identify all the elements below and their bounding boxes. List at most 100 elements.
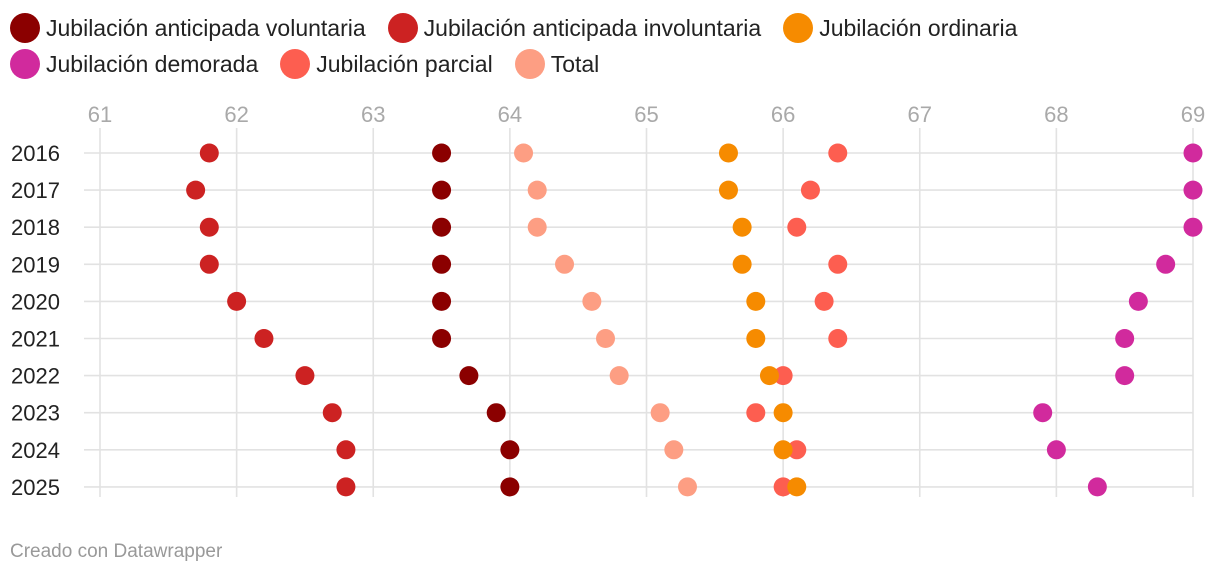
year-label: 2023: [11, 401, 60, 426]
data-point: [582, 291, 602, 311]
data-point: [759, 366, 779, 386]
data-point: [1183, 180, 1203, 200]
legend-row: Jubilación demorada Jubilación parcial Tot…: [10, 46, 1210, 82]
legend-swatch: [10, 13, 40, 43]
legend-swatch: [514, 49, 545, 79]
data-point: [718, 180, 738, 200]
data-point: [186, 180, 206, 200]
data-point: [432, 180, 452, 200]
legend-label: Total: [550, 50, 600, 77]
data-point: [199, 143, 219, 163]
data-point: [527, 180, 547, 200]
data-point: [1046, 440, 1066, 460]
year-label: 2022: [11, 364, 60, 389]
legend-item: Total: [514, 49, 600, 79]
data-point: [732, 217, 752, 237]
legend-item: Jubilación anticipada involuntaria: [387, 13, 762, 43]
data-point: [432, 217, 452, 237]
year-label: 2025: [11, 475, 60, 500]
year-label: 2017: [11, 178, 60, 203]
legend-row: Jubilación anticipada voluntaria Jubilaci…: [10, 10, 1210, 46]
data-point: [732, 254, 752, 274]
data-point: [800, 180, 820, 200]
data-point: [336, 440, 356, 460]
legend-swatch: [280, 49, 311, 79]
data-point: [787, 477, 807, 497]
x-tick-label: 65: [634, 102, 658, 127]
legend-swatch: [783, 13, 814, 43]
x-tick-label: 61: [88, 102, 112, 127]
x-tick-label: 66: [771, 102, 795, 127]
legend-item: Jubilación ordinaria: [783, 13, 1017, 43]
data-point: [746, 403, 766, 423]
legend-label: Jubilación ordinaria: [819, 14, 1018, 41]
data-point: [199, 254, 219, 274]
data-point: [1128, 291, 1148, 311]
dot-plot: 61 62 63 64 65 66 67 68 69 2016 2017 2018 2019 2020 20…: [11, 102, 1205, 500]
data-point: [322, 403, 342, 423]
data-point: [199, 217, 219, 237]
x-tick-label: 63: [361, 102, 385, 127]
x-tick-label: 68: [1044, 102, 1068, 127]
data-point: [227, 291, 247, 311]
data-point: [773, 403, 793, 423]
footer-credit: Creado con Datawrapper: [10, 541, 223, 562]
data-point: [527, 217, 547, 237]
data-point: [1183, 217, 1203, 237]
legend-item: Jubilación demorada: [10, 49, 258, 79]
data-point: [514, 143, 534, 163]
data-point: [1183, 143, 1203, 163]
data-point: [459, 366, 479, 386]
data-point: [787, 217, 807, 237]
data-point: [828, 329, 848, 348]
x-tick-label: 62: [224, 102, 248, 127]
year-label: 2018: [11, 215, 60, 240]
data-point: [828, 143, 848, 163]
data-point: [746, 329, 766, 348]
data-point: [718, 143, 738, 163]
data-point: [664, 440, 684, 460]
year-label: 2021: [11, 327, 60, 352]
data-point: [1156, 254, 1176, 274]
data-point: [500, 477, 520, 497]
legend-label: Jubilación anticipada involuntaria: [423, 14, 762, 41]
legend-label: Jubilación anticipada voluntaria: [46, 14, 366, 41]
data-point: [814, 291, 834, 311]
data-point: [295, 366, 315, 386]
data-point: [500, 440, 520, 460]
data-point: [1033, 403, 1053, 423]
data-point: [773, 366, 793, 386]
data-point: [1115, 366, 1135, 386]
legend-swatch: [387, 13, 418, 43]
year-label: 2020: [11, 289, 60, 314]
legend-item: Jubilación anticipada voluntaria: [10, 13, 366, 43]
data-point: [432, 291, 452, 311]
data-point: [677, 477, 697, 497]
data-point: [432, 329, 452, 348]
data-point: [432, 143, 452, 163]
data-point: [596, 329, 616, 348]
data-point: [746, 291, 766, 311]
data-point: [336, 477, 356, 497]
legend-item: Jubilación parcial: [280, 49, 493, 79]
data-point: [650, 403, 670, 423]
data-point: [486, 403, 506, 423]
legend: Jubilación anticipada voluntaria Jubilaci…: [10, 10, 1210, 82]
data-point: [773, 440, 793, 460]
year-label: 2024: [11, 438, 60, 463]
x-tick-label: 67: [908, 102, 932, 127]
x-tick-label: 64: [498, 102, 522, 127]
data-point: [787, 440, 807, 460]
data-point: [254, 329, 274, 348]
data-point: [1115, 329, 1135, 348]
data-point: [1087, 477, 1107, 497]
data-point: [555, 254, 575, 274]
year-label: 2016: [11, 141, 60, 166]
legend-label: Jubilación demorada: [46, 50, 259, 77]
legend-swatch: [10, 49, 40, 79]
legend-label: Jubilación parcial: [316, 50, 493, 77]
data-point: [773, 477, 793, 497]
x-tick-label: 69: [1181, 102, 1205, 127]
data-point: [609, 366, 629, 386]
year-label: 2019: [11, 252, 60, 277]
